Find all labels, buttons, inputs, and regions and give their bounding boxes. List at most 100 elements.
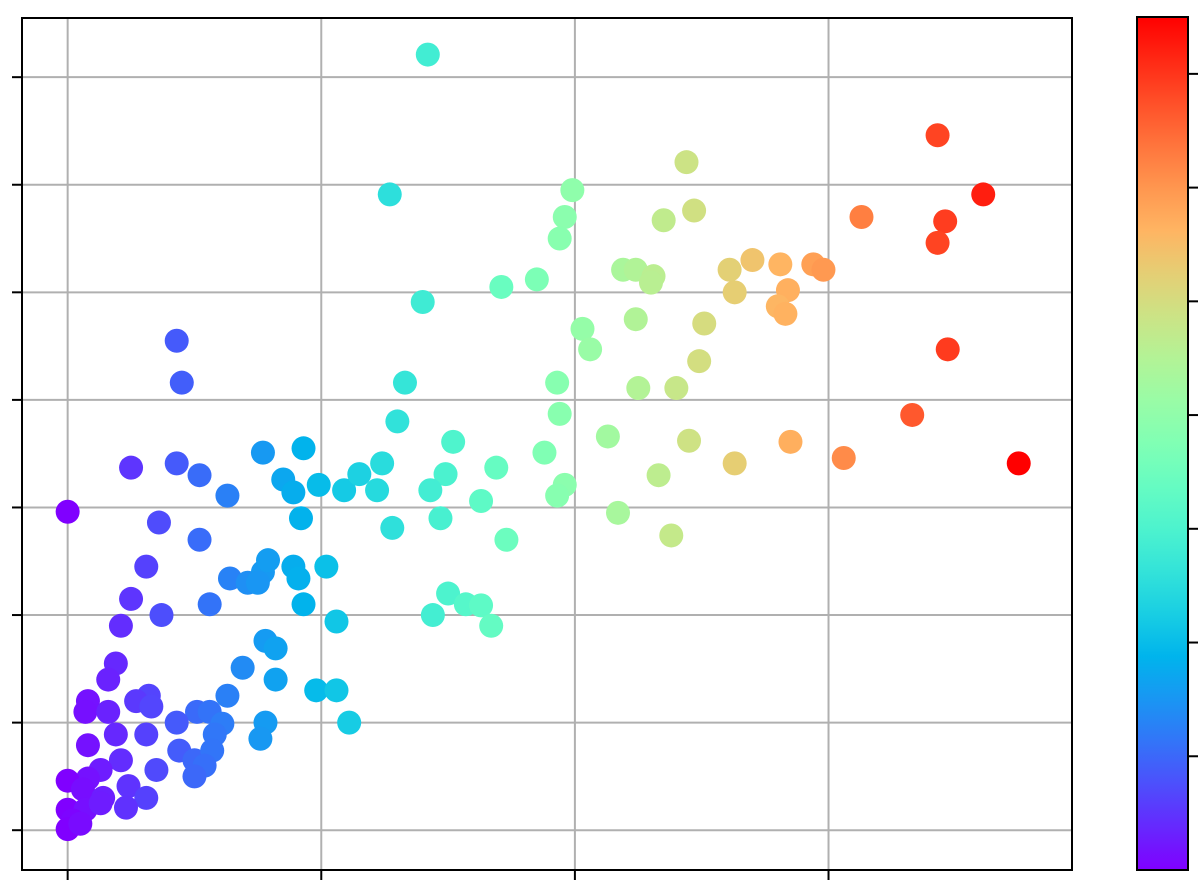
scatter-point [692,311,717,336]
scatter-point [164,710,189,735]
scatter-point [479,613,504,638]
scatter-point [182,764,207,789]
scatter-point [441,429,466,454]
scatter-point [286,566,311,591]
scatter-point [677,428,702,453]
scatter-point [119,455,144,480]
scatter-point [469,489,494,514]
scatter-point [365,478,390,503]
plot-frame [21,17,1073,871]
scatter-point [215,483,240,508]
scatter-point [740,248,765,273]
scatter-point [230,655,255,680]
scatter-point [570,316,595,341]
scatter-point [250,440,275,465]
scatter-point [314,554,339,579]
scatter-point [552,205,577,230]
scatter-point [263,667,288,692]
scatter-point [380,515,405,540]
colorbar [1136,16,1189,871]
scatter-point [103,722,128,747]
scatter-point [831,445,856,470]
scatter-point [197,592,222,617]
scatter-point [96,667,121,692]
scatter-point [484,455,509,480]
scatter-point [469,593,494,618]
scatter-point [410,290,435,314]
scatter-point [925,230,950,255]
scatter-point [134,722,159,747]
scatter-point [433,462,458,487]
scatter-point [281,480,306,505]
scatter-point [108,613,133,638]
scatter-point [370,451,395,476]
scatter-point [418,478,443,503]
scatter-point [392,370,417,395]
scatter-point [925,123,950,148]
scatter-point [428,506,453,531]
scatter-point [560,178,585,203]
scatter-point [674,150,699,175]
scatter-point [139,694,164,719]
scatter-point [717,257,742,282]
scatter-point [547,401,572,426]
scatter-point [75,733,100,758]
scatter-point [578,337,603,362]
scatter-point [119,586,144,611]
scatter-point [164,328,189,353]
scatter-point [532,440,557,465]
scatter-point [849,205,874,230]
scatter-point [164,451,189,476]
scatter-point [169,370,194,395]
scatter-point [545,483,570,508]
scatter-point [187,463,212,488]
scatter-point [55,499,80,524]
scatter-point [547,226,572,251]
scatter-point [108,748,133,773]
scatter-point [420,603,445,628]
scatter-point [638,270,663,295]
scatter-point [626,376,651,401]
scatter-point [256,548,281,573]
scatter-point [664,376,689,401]
scatter-point [68,811,93,836]
scatter-point [263,636,288,661]
scatter-point [971,182,996,207]
scatter-point [324,678,349,703]
scatter-point [768,252,793,277]
scatter-point [134,554,159,579]
scatter-point [778,429,803,454]
scatter-point [146,510,171,535]
scatter-point [113,795,138,820]
scatter-point [347,462,372,487]
scatter-point [722,451,747,476]
scatter-point [1006,451,1031,476]
scatter-point [248,726,273,751]
scatter-point [651,208,676,233]
scatter-point [900,402,925,427]
scatter-point [935,337,960,362]
scatter-point [811,257,836,282]
scatter-point [288,506,313,531]
scatter-point [659,523,684,548]
scatter-point [722,280,747,305]
scatter-point [436,581,461,606]
scatter-point [524,267,549,292]
scatter-point [494,527,519,552]
scatter-point [415,42,440,67]
scatter-point [291,436,316,461]
scatter-point [595,424,620,449]
scatter-point [606,500,631,525]
scatter-point [116,774,141,799]
scatter-point [73,699,98,724]
scatter-point [933,209,958,234]
scatter-point [187,527,212,552]
scatter-point [773,301,798,326]
scatter-point [332,478,357,503]
scatter-point [96,699,121,724]
scatter-point [70,777,95,802]
scatter-point [149,603,174,628]
scatter-point [306,472,331,497]
scatter-point [545,370,570,395]
